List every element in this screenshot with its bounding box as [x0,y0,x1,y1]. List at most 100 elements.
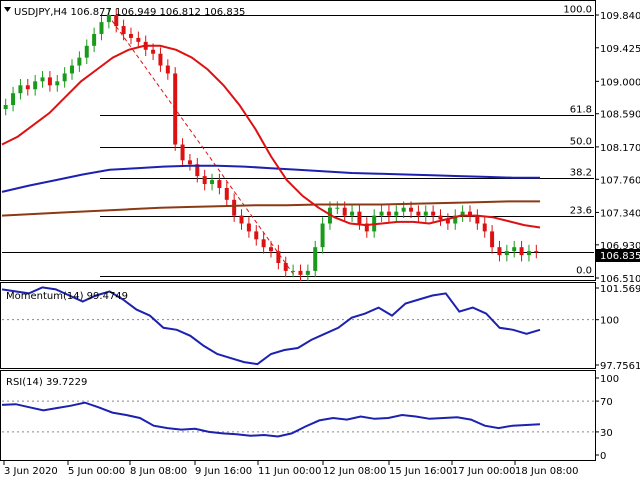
candle-body [445,219,450,224]
candle-body [158,53,163,66]
candle-body [416,211,421,216]
candle-body [261,239,266,248]
ma-slow-line[interactable] [1,200,540,217]
momentum-tick-label: 100 [600,316,619,327]
candle-body [217,180,222,188]
candle-body [423,211,428,216]
candle-body [106,15,111,23]
momentum-tick-label: 97.7561 [600,361,640,372]
candle-body [394,211,399,216]
price-tick-label: 106.930 [600,241,640,252]
candle-body [431,211,436,216]
candle-body [18,85,23,94]
candle-body [460,211,465,216]
candle-body [40,77,45,82]
ma-mid-line[interactable] [1,164,540,193]
momentum-line[interactable] [1,286,541,366]
rsi-title: RSI(14) 39.7229 [6,377,87,388]
current-price-box [596,249,640,262]
candle-body [202,176,207,185]
candle-body [232,199,237,216]
price-tick-label: 108.170 [600,143,640,154]
candle-body [165,65,170,74]
price-tick-label: 109.425 [600,44,640,55]
time-tick-label: 8 Jun 08:00 [130,466,187,477]
triangle-down-icon[interactable] [4,7,11,12]
candle-body [475,215,480,224]
candle-body [467,211,472,216]
candle-body [33,81,38,90]
momentum-title: Momentum(14) 99.4749 [6,291,128,302]
time-tick-label: 17 Jun 00:00 [452,466,516,477]
candle-body [305,270,310,275]
candle-body [526,251,531,256]
candle-body [239,215,244,224]
candle-body [386,211,391,216]
candle-body [438,215,443,220]
candle-body [320,223,325,248]
price-tick-label: 108.590 [600,110,640,121]
candle-body [128,33,133,38]
price-tick-label: 109.000 [600,77,640,88]
candle-body [210,180,215,185]
time-tick-label: 15 Jun 16:00 [389,466,453,477]
candle-body [490,231,495,248]
rsi-tick-label: 0 [600,451,606,462]
candle-body [313,247,318,271]
price-tick-label: 107.340 [600,208,640,219]
candle-body [401,207,406,212]
time-tick-label: 3 Jun 2020 [4,466,58,477]
candle-body [342,207,347,216]
fib-level-label: 23.6 [570,206,592,217]
candle-body [180,144,185,161]
fib-trendline[interactable] [107,14,296,277]
fib-level-label: 61.8 [570,105,592,116]
candle-body [77,57,82,66]
time-tick-label: 12 Jun 08:00 [323,466,387,477]
candle-body [11,93,16,106]
candle-body [92,33,97,46]
ma-fast-line[interactable] [1,44,541,229]
rsi-line[interactable] [1,401,541,438]
candle-body [409,207,414,212]
candle-body [246,223,251,232]
candle-body [283,262,288,271]
candle-body [298,270,303,275]
fib-level-label: 0.0 [576,266,592,277]
candle-body [3,105,8,109]
candle-body [70,65,75,74]
current-price-label: 106.835 [600,251,640,262]
candle-body [534,251,539,253]
fib-level-label: 50.0 [570,137,592,148]
candle-body [114,15,119,27]
time-tick-label: 5 Jun 00:00 [68,466,125,477]
momentum-frame [0,282,596,369]
candle-body [151,49,156,54]
candle-body [504,251,509,256]
candle-body [269,247,273,252]
symbol-header: USDJPY,H4 106.877 106.949 106.812 106.83… [14,7,245,18]
candle-body [173,73,178,145]
rsi-frame [0,370,596,461]
main-chart-frame [0,0,596,281]
candle-body [47,77,52,86]
candle-body [453,215,458,224]
candle-body [99,22,104,34]
fib-level-label: 38.2 [570,168,592,179]
candle-body [121,26,126,34]
time-tick-label: 18 Jun 08:00 [515,466,579,477]
candle-body [364,223,369,232]
candle-body [519,247,524,256]
candle-body [497,247,502,256]
candle-body [187,160,192,165]
candle-body [55,81,60,86]
candle-body [357,211,362,224]
price-tick-label: 107.760 [600,175,640,186]
price-tick-label: 109.840 [600,11,640,22]
candle-body [335,207,340,209]
momentum-tick-label: 101.569 [600,284,640,295]
rsi-tick-label: 100 [600,374,619,385]
candle-body [195,164,200,177]
